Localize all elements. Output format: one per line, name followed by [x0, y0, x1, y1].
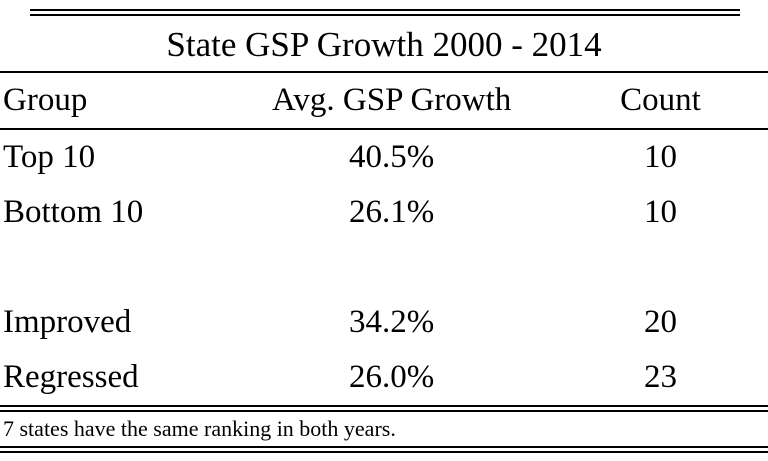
- table-title: State GSP Growth 2000 - 2014: [166, 25, 602, 64]
- table-row-top10: Top 10 40.5% 10: [0, 130, 768, 185]
- top-double-rule: [30, 9, 740, 16]
- cell-group: Top 10: [3, 139, 96, 176]
- bottom-double-rule: [0, 405, 768, 413]
- col-header-avg-gsp-growth: Avg. GSP Growth: [272, 82, 512, 119]
- cell-group: Bottom 10: [3, 194, 144, 231]
- group-separator: [0, 240, 768, 295]
- cell-growth: 34.2%: [349, 304, 435, 341]
- col-header-count: Count: [620, 82, 701, 119]
- table-footnote: 7 states have the same ranking in both y…: [3, 416, 396, 442]
- cell-group: Improved: [3, 304, 132, 341]
- cell-count: 23: [643, 359, 677, 396]
- table-row-bottom10: Bottom 10 26.1% 10: [0, 185, 768, 240]
- cell-growth: 26.0%: [349, 359, 435, 396]
- header-rule: [0, 128, 768, 131]
- cell-count: 20: [643, 304, 677, 341]
- cell-growth: 26.1%: [349, 194, 435, 231]
- cell-count: 10: [643, 139, 677, 176]
- cell-growth: 40.5%: [349, 139, 435, 176]
- col-header-group: Group: [3, 82, 88, 119]
- table-row-improved: Improved 34.2% 20: [0, 295, 768, 350]
- footer-double-rule: [0, 446, 768, 454]
- title-rule: [0, 71, 768, 74]
- cell-group: Regressed: [3, 359, 139, 396]
- cell-count: 10: [643, 194, 677, 231]
- header-row: Group Avg. GSP Growth Count: [0, 73, 768, 128]
- table-row-regressed: Regressed 26.0% 23: [0, 350, 768, 405]
